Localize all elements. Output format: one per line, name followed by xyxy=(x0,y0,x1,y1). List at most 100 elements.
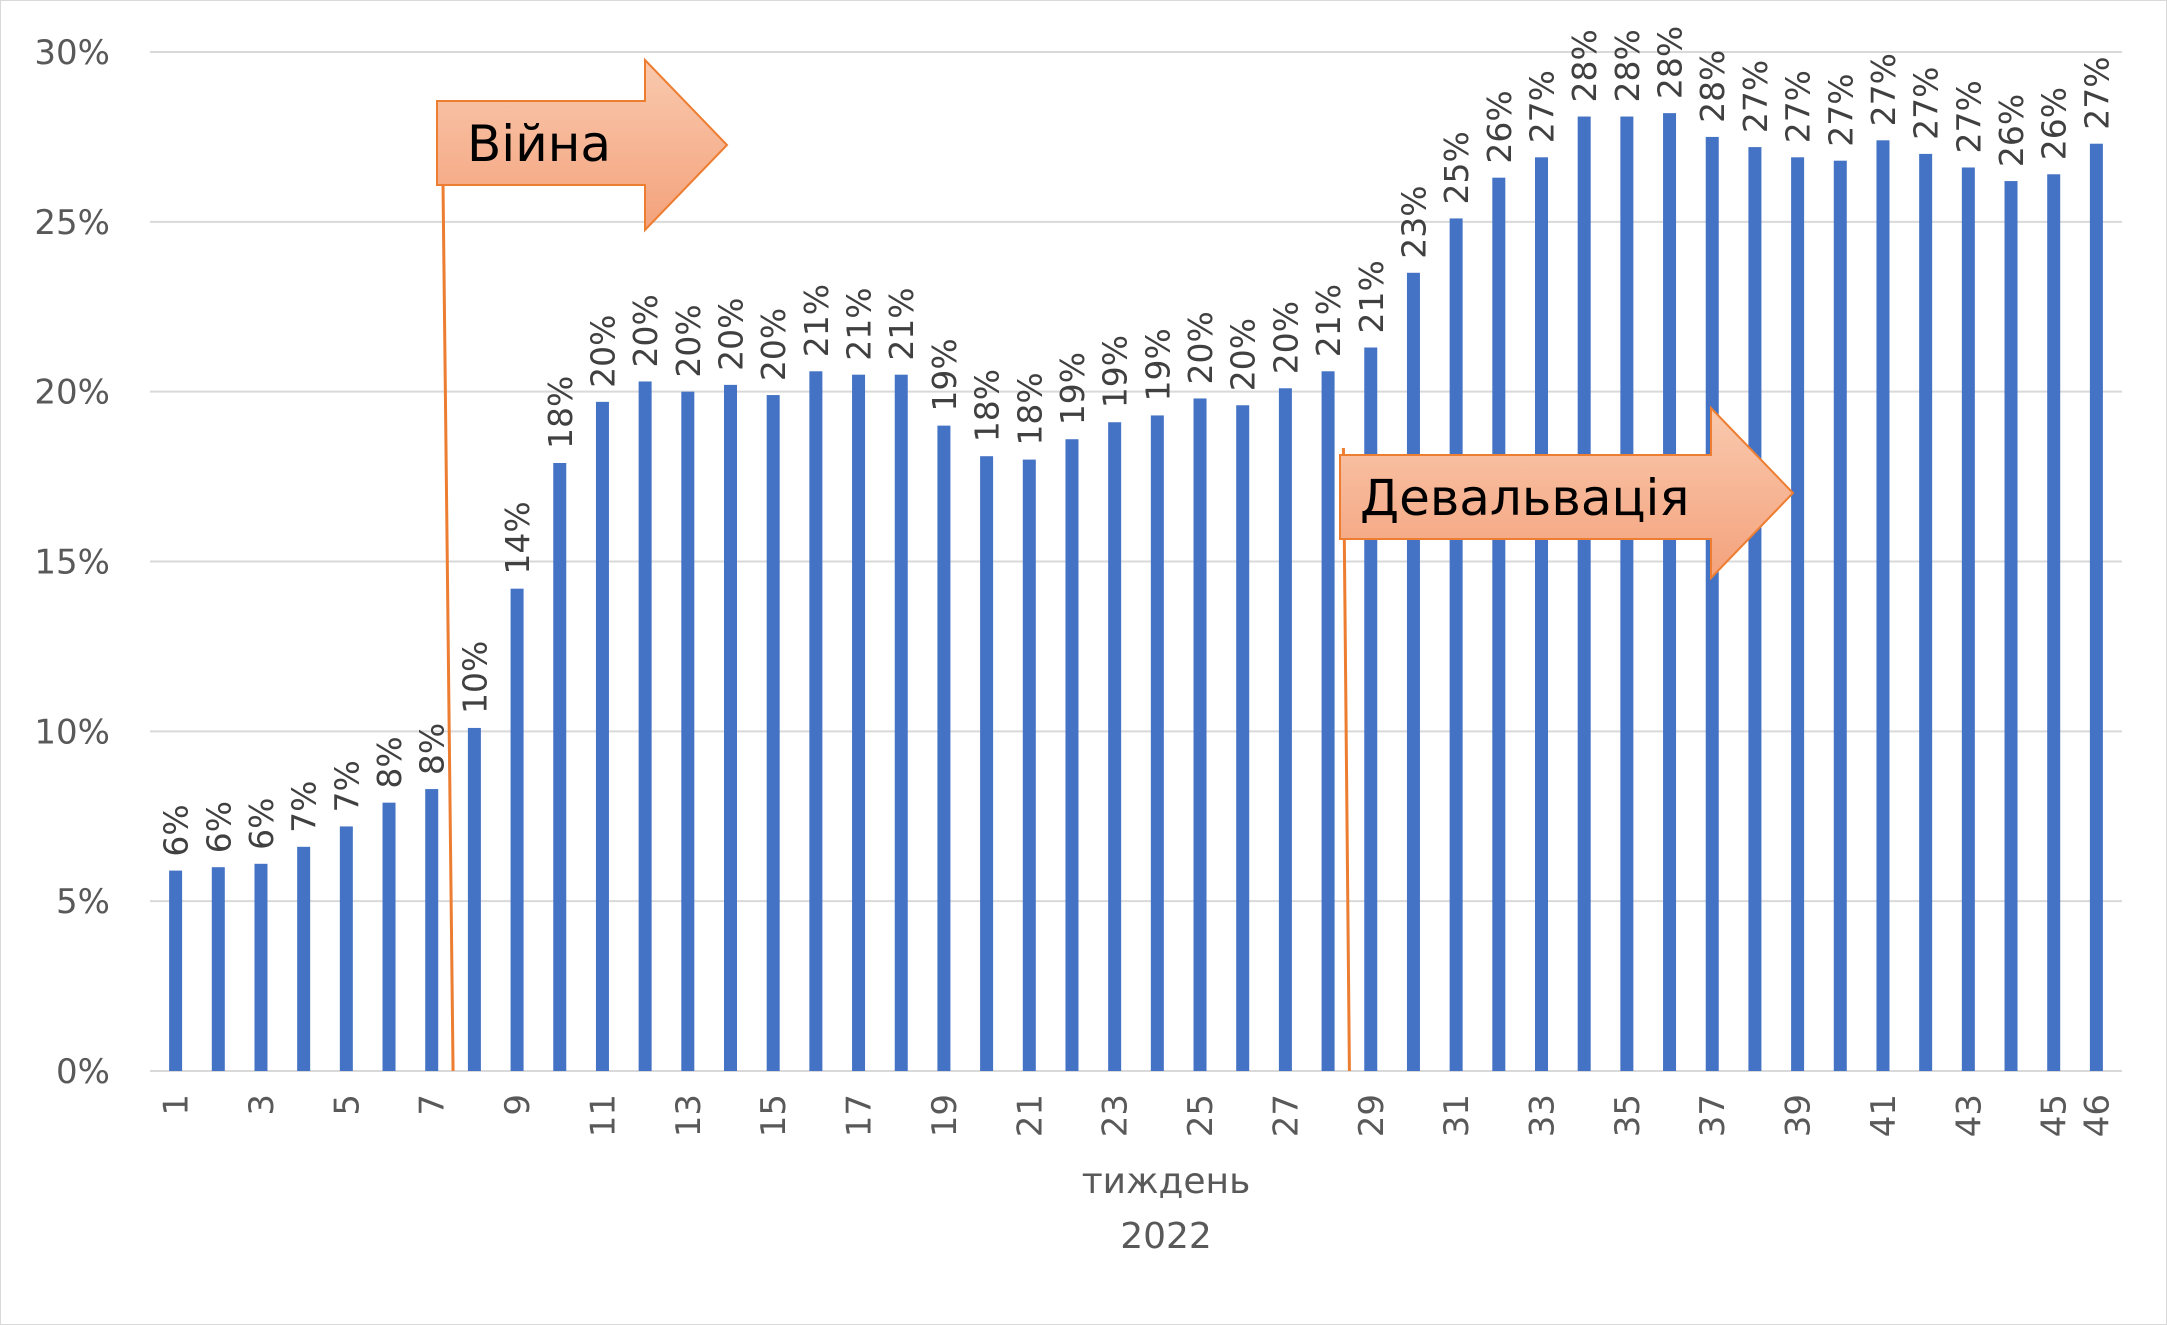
bar xyxy=(211,867,225,1071)
data-label: 27% xyxy=(1522,70,1561,143)
x-tick-label: 45 xyxy=(2035,1094,2075,1137)
bar xyxy=(1876,140,1890,1071)
x-tick-label: 31 xyxy=(1437,1094,1477,1137)
bar xyxy=(1663,113,1677,1071)
y-tick-label: 30% xyxy=(34,33,110,73)
bar xyxy=(254,863,268,1071)
x-tick-label: 11 xyxy=(583,1094,623,1137)
data-label: 7% xyxy=(285,780,324,832)
annotations: Війна Девальвація xyxy=(436,57,1795,1072)
data-label: 10% xyxy=(455,641,494,714)
data-label: 27% xyxy=(2077,56,2116,129)
data-label: 28% xyxy=(1651,26,1690,99)
bar xyxy=(2004,181,2018,1071)
bar xyxy=(510,588,524,1071)
y-axis-tick-labels: 0% 5% 10% 15% 20% 25% 30% xyxy=(34,33,110,1092)
bar xyxy=(1577,116,1591,1071)
bar xyxy=(169,870,183,1071)
data-label: 8% xyxy=(370,736,409,788)
bar xyxy=(1791,157,1805,1072)
x-tick-label: 41 xyxy=(1864,1094,1904,1137)
data-label: 28% xyxy=(1693,50,1732,123)
bar xyxy=(595,401,609,1071)
data-label: 19% xyxy=(1096,335,1135,408)
data-label: 20% xyxy=(754,308,793,381)
bar xyxy=(1065,439,1079,1072)
annotation-marker-line xyxy=(440,99,455,1072)
data-label: 19% xyxy=(1138,328,1177,401)
x-tick-label: 23 xyxy=(1096,1094,1136,1137)
bar xyxy=(1449,218,1463,1072)
data-label: 27% xyxy=(1779,70,1818,143)
bar xyxy=(1321,371,1335,1072)
data-label: 26% xyxy=(1992,94,2031,167)
data-label: 20% xyxy=(669,304,708,377)
bar xyxy=(2047,174,2061,1071)
data-label: 21% xyxy=(797,284,836,357)
x-tick-label: 3 xyxy=(242,1094,282,1116)
data-label: 20% xyxy=(712,298,751,371)
y-tick-label: 0% xyxy=(56,1052,110,1092)
x-tick-label: 13 xyxy=(669,1094,709,1137)
data-label: 19% xyxy=(925,338,964,411)
bar xyxy=(852,374,866,1071)
bar xyxy=(1833,160,1847,1071)
bar xyxy=(339,826,353,1071)
x-tick-label: 21 xyxy=(1010,1094,1050,1137)
data-label: 6% xyxy=(157,804,196,856)
data-labels: 6% 6% 6% 7% 7% 8% 8%10%14%18%20% 20% 20% 20% 20% 21… xyxy=(157,26,2117,857)
x-tick-label: 27 xyxy=(1266,1094,1306,1137)
data-label: 6% xyxy=(199,801,238,853)
x-tick-label: 1 xyxy=(157,1094,197,1116)
data-label: 6% xyxy=(242,797,281,849)
bar xyxy=(1492,177,1506,1072)
bar xyxy=(937,425,951,1072)
bar xyxy=(1406,272,1420,1071)
bar xyxy=(553,462,567,1071)
bar xyxy=(1748,147,1762,1071)
x-tick-label: 33 xyxy=(1522,1094,1562,1137)
data-label: 18% xyxy=(968,369,1007,442)
bar xyxy=(638,381,652,1071)
data-label: 7% xyxy=(327,760,366,812)
bar xyxy=(1108,422,1122,1071)
data-label: 20% xyxy=(583,314,622,387)
data-label: 20% xyxy=(1224,318,1263,391)
data-label: 19% xyxy=(1053,352,1092,425)
data-label: 27% xyxy=(1864,53,1903,126)
x-tick-label: 19 xyxy=(925,1094,965,1137)
bar xyxy=(980,456,994,1071)
y-tick-label: 15% xyxy=(34,543,110,583)
y-tick-label: 10% xyxy=(34,712,110,752)
data-label: 27% xyxy=(1736,60,1775,133)
bar xyxy=(724,384,738,1072)
x-tick-label: 46 xyxy=(2077,1094,2117,1137)
bar xyxy=(1534,157,1548,1072)
bar xyxy=(1620,116,1634,1071)
data-label: 14% xyxy=(498,501,537,574)
x-tick-label: 9 xyxy=(498,1094,538,1116)
data-label: 25% xyxy=(1437,131,1476,204)
data-label: 20% xyxy=(626,294,665,367)
x-tick-label: 29 xyxy=(1352,1094,1392,1137)
bar xyxy=(1961,167,1975,1071)
x-tick-label: 25 xyxy=(1181,1094,1221,1137)
bar xyxy=(809,371,823,1072)
bar xyxy=(425,789,439,1071)
x-tick-label: 5 xyxy=(327,1094,367,1116)
data-label: 21% xyxy=(1309,284,1348,357)
y-tick-label: 5% xyxy=(56,882,110,922)
y-tick-label: 20% xyxy=(34,373,110,413)
bar xyxy=(1150,415,1164,1071)
data-label: 26% xyxy=(2035,87,2074,160)
bar xyxy=(681,391,695,1072)
data-label: 28% xyxy=(1565,29,1604,102)
data-label: 20% xyxy=(1266,301,1305,374)
data-label: 27% xyxy=(1821,73,1860,146)
data-label: 18% xyxy=(1010,372,1049,445)
x-tick-label: 43 xyxy=(1949,1094,1989,1137)
bar xyxy=(1022,459,1036,1072)
bars xyxy=(169,113,2103,1072)
annotation-arrow xyxy=(1339,405,1795,581)
bar xyxy=(467,727,481,1071)
